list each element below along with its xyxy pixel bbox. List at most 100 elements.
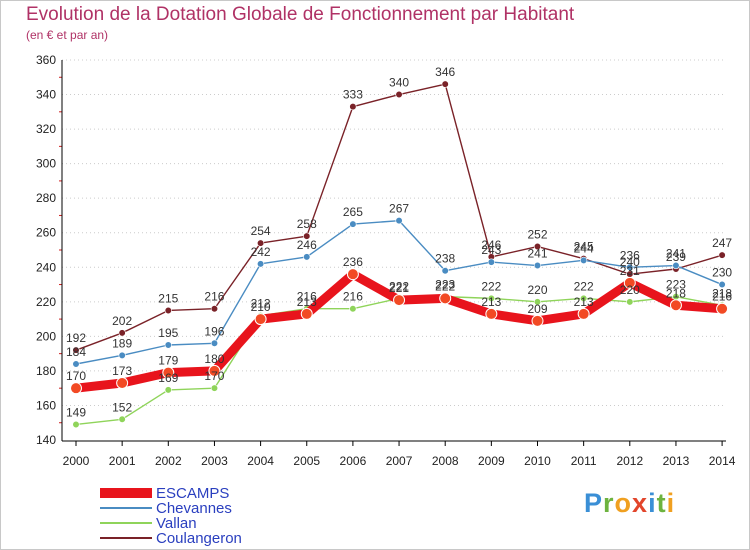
data-label-escamps: 209: [527, 302, 547, 316]
data-label-vallan: 223: [435, 278, 455, 292]
data-point-coulangeron: [441, 80, 449, 88]
data-label-vallan: 222: [481, 279, 501, 293]
data-label-escamps: 170: [66, 369, 86, 383]
x-tick-label: 2010: [524, 454, 551, 468]
data-label-coulangeron: 333: [343, 88, 363, 102]
data-point-vallan: [487, 294, 495, 302]
data-point-coulangeron: [718, 251, 726, 259]
page-subtitle: (en € et par an): [26, 28, 109, 42]
logo-letter: r: [603, 488, 615, 518]
y-tick-label: 200: [36, 329, 56, 343]
data-label-chevannes: 242: [251, 245, 271, 259]
data-point-escamps: [162, 366, 175, 379]
logo-letter: x: [632, 488, 649, 518]
data-label-coulangeron: 202: [112, 314, 132, 328]
data-point-chevannes: [118, 351, 126, 359]
data-label-chevannes: 243: [481, 243, 501, 257]
proxiti-logo: Proxiti: [584, 488, 675, 519]
data-label-escamps: 210: [251, 300, 271, 314]
data-point-escamps: [531, 314, 544, 327]
data-label-coulangeron: 246: [481, 238, 501, 252]
x-tick-label: 2007: [386, 454, 413, 468]
y-tick-label: 220: [36, 295, 56, 309]
logo-letter: P: [584, 488, 604, 518]
y-tick-label: 160: [36, 398, 56, 412]
data-label-escamps: 236: [343, 255, 363, 269]
data-point-escamps: [623, 276, 636, 289]
x-tick-label: 2006: [340, 454, 367, 468]
data-point-vallan: [533, 298, 542, 306]
y-tick-label: 300: [36, 157, 56, 171]
data-label-chevannes: 246: [297, 238, 317, 252]
data-label-coulangeron: 245: [574, 240, 594, 254]
data-point-escamps: [393, 294, 406, 307]
legend-label: Vallan: [156, 515, 197, 532]
data-point-escamps: [116, 377, 129, 389]
data-label-coulangeron: 215: [158, 291, 178, 305]
logo-letter: i: [666, 488, 676, 518]
y-tick-label: 360: [36, 53, 56, 67]
data-point-chevannes: [395, 217, 403, 225]
data-point-escamps: [439, 292, 452, 305]
data-point-vallan: [580, 294, 588, 302]
data-point-escamps: [716, 302, 729, 315]
data-point-coulangeron: [72, 346, 80, 354]
data-label-coulangeron: 340: [389, 76, 409, 90]
x-tick-label: 2003: [201, 454, 228, 468]
data-point-chevannes: [718, 280, 726, 289]
data-point-chevannes: [303, 253, 311, 261]
data-label-chevannes: 267: [389, 202, 409, 216]
data-point-chevannes: [349, 220, 357, 228]
data-point-escamps: [346, 268, 359, 281]
data-label-escamps: 179: [158, 354, 178, 368]
data-label-vallan: 149: [66, 405, 86, 419]
data-label-chevannes: 238: [435, 252, 455, 266]
data-label-escamps: 180: [204, 352, 224, 366]
data-label-escamps: 173: [112, 364, 132, 378]
legend-label: Chevannes: [156, 500, 232, 517]
logo-letter: o: [614, 488, 633, 518]
data-label-coulangeron: 192: [66, 331, 86, 345]
x-tick-label: 2001: [109, 454, 136, 468]
data-point-chevannes: [626, 263, 634, 271]
legend-swatch: [100, 507, 152, 509]
data-label-vallan: 169: [158, 371, 178, 385]
data-label-vallan: 220: [620, 283, 640, 297]
axes: [61, 60, 726, 442]
data-label-coulangeron: 239: [666, 250, 686, 264]
data-label-chevannes: 184: [66, 345, 86, 359]
data-point-escamps: [70, 382, 82, 395]
data-point-coulangeron: [164, 306, 172, 315]
data-label-coulangeron: 240: [620, 255, 640, 269]
data-label-chevannes: 244: [574, 241, 594, 255]
legend-label: Coulangeron: [156, 530, 242, 547]
data-label-coulangeron: 216: [204, 290, 224, 304]
x-tick-label: 2014: [709, 454, 736, 468]
x-tick-label: 2009: [478, 454, 505, 468]
data-point-escamps: [577, 307, 590, 320]
data-point-coulangeron: [118, 329, 126, 337]
data-label-vallan: 216: [297, 290, 317, 304]
data-label-chevannes: 241: [666, 247, 686, 261]
data-point-coulangeron: [533, 242, 542, 251]
x-tick-label: 2013: [663, 454, 690, 468]
data-point-coulangeron: [303, 232, 311, 240]
data-label-chevannes: 241: [527, 247, 547, 261]
data-point-vallan: [210, 384, 219, 392]
data-label-escamps: 218: [666, 286, 686, 300]
data-point-coulangeron: [257, 239, 265, 247]
data-point-chevannes: [487, 258, 495, 266]
data-point-chevannes: [533, 261, 542, 270]
x-tick-label: 2004: [247, 454, 274, 468]
data-label-escamps: 221: [389, 281, 409, 295]
data-point-coulangeron: [395, 90, 403, 99]
logo-letter: i: [648, 488, 657, 518]
y-tick-label: 240: [36, 260, 56, 274]
y-tick-label: 140: [36, 433, 56, 447]
data-point-vallan: [626, 298, 634, 306]
data-label-coulangeron: 252: [527, 228, 547, 242]
data-label-escamps: 213: [481, 295, 501, 309]
data-label-coulangeron: 346: [435, 65, 455, 79]
data-point-vallan: [349, 305, 357, 313]
legend-swatch: [100, 488, 152, 498]
